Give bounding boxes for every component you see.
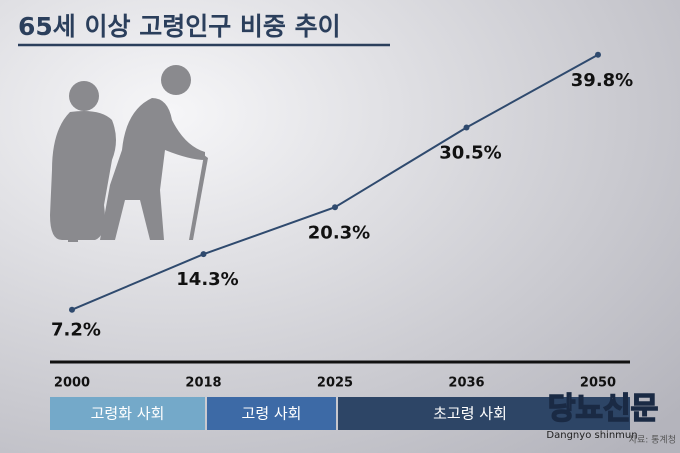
logo-name: 당뇨신문 xyxy=(548,392,658,427)
value-label: 14.3% xyxy=(176,269,238,290)
chart-title: 65세 이상 고령인구 비중 추이 xyxy=(18,12,341,41)
period-band xyxy=(338,397,630,430)
elderly-figures xyxy=(50,65,208,242)
value-label: 30.5% xyxy=(439,142,501,163)
logo-subtitle: Dangnyo shinmun xyxy=(546,430,637,441)
source: 자료: 통계청 xyxy=(629,434,676,446)
data-point xyxy=(69,306,75,313)
value-label: 20.3% xyxy=(308,222,370,243)
x-tick-label: 2000 xyxy=(54,376,90,391)
value-label: 39.8% xyxy=(571,70,633,91)
data-point xyxy=(463,124,470,131)
period-label: 고령 사회 xyxy=(242,405,302,423)
x-tick-label: 2018 xyxy=(185,376,221,391)
x-tick-label: 2025 xyxy=(317,376,353,391)
data-point xyxy=(595,51,601,58)
value-label: 7.2% xyxy=(51,320,101,341)
period-label: 초고령 사회 xyxy=(433,405,507,423)
period-band xyxy=(50,397,205,430)
period-band xyxy=(207,397,336,430)
data-point xyxy=(332,204,338,211)
x-tick-label: 2036 xyxy=(448,376,484,391)
period-label: 고령화 사회 xyxy=(91,405,165,423)
data-point xyxy=(200,251,207,258)
x-tick-label: 2050 xyxy=(580,376,616,391)
